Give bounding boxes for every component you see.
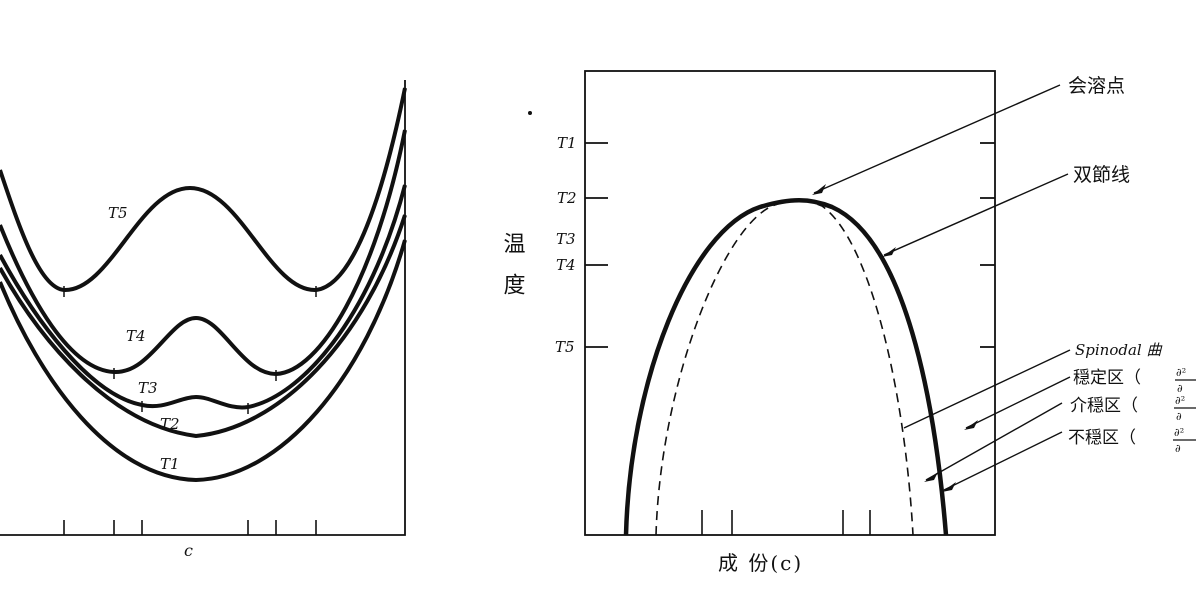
stable-fraction: ∂² ∂ xyxy=(1175,366,1196,395)
binodal-label: 双節线 xyxy=(1073,164,1130,186)
phase-diagram-panel: T1 T2 T3 T4 T5 温 度 成 份(c) xyxy=(500,70,1196,575)
free-energy-x-label: c xyxy=(184,541,193,560)
critical-point-label: 会溶点 xyxy=(1068,75,1125,97)
curve-t5 xyxy=(0,87,407,293)
curve-t3 xyxy=(0,184,407,410)
binodal-curve xyxy=(623,198,949,536)
free-energy-panel: T5 T4 T3 T2 T1 c xyxy=(0,80,407,560)
temperature-label-t5: T5 xyxy=(555,338,575,356)
free-energy-frame xyxy=(0,80,406,536)
free-energy-ticks xyxy=(63,520,317,535)
temperature-ticks xyxy=(585,142,608,348)
temperature-label-t1: T1 xyxy=(557,134,577,152)
curve-label-t2: T2 xyxy=(160,415,180,433)
curve-label-t5: T5 xyxy=(108,204,128,222)
curve-label-t4: T4 xyxy=(126,327,146,345)
composition-ticks xyxy=(701,510,871,535)
curve-label-t1: T1 xyxy=(160,455,180,473)
curve-t2 xyxy=(0,214,407,439)
spinodal-label: Spinodal 曲 xyxy=(1075,341,1162,359)
tangent-point-ticks xyxy=(63,286,317,414)
stable-region-label: 穏定区（ xyxy=(1073,368,1141,388)
temperature-label-t4: T4 xyxy=(556,256,576,274)
stable-fraction-denominator: ∂ xyxy=(1177,382,1183,395)
metastable-fraction: ∂² ∂ xyxy=(1174,394,1196,423)
right-axis-ticks xyxy=(980,142,995,348)
annotation-leaders xyxy=(813,84,1071,491)
curve-t4 xyxy=(0,129,407,377)
composition-axis-label: 成 份(c) xyxy=(718,551,803,575)
metastable-fraction-numerator: ∂² xyxy=(1175,394,1185,407)
stable-fraction-numerator: ∂² xyxy=(1176,366,1186,379)
temperature-label-t3: T3 xyxy=(556,230,576,248)
temperature-axis-label: 温 度 xyxy=(500,232,526,301)
metastable-fraction-denominator: ∂ xyxy=(1176,410,1182,423)
unstable-fraction-denominator: ∂ xyxy=(1175,442,1181,455)
curve-label-t3: T3 xyxy=(138,379,158,397)
unstable-fraction-numerator: ∂² xyxy=(1174,426,1184,439)
unstable-fraction: ∂² ∂ xyxy=(1173,426,1196,455)
phase-diagram-frame xyxy=(584,70,996,536)
temperature-label-t2: T2 xyxy=(557,189,577,207)
metastable-region-label: 介穏区（ xyxy=(1070,396,1138,416)
unstable-region-label: 不穏区（ xyxy=(1068,428,1136,448)
stray-dot xyxy=(528,111,532,115)
annotation-arrowheads xyxy=(812,184,978,492)
spinodal-curve xyxy=(655,199,914,536)
curve-t1 xyxy=(0,239,407,483)
